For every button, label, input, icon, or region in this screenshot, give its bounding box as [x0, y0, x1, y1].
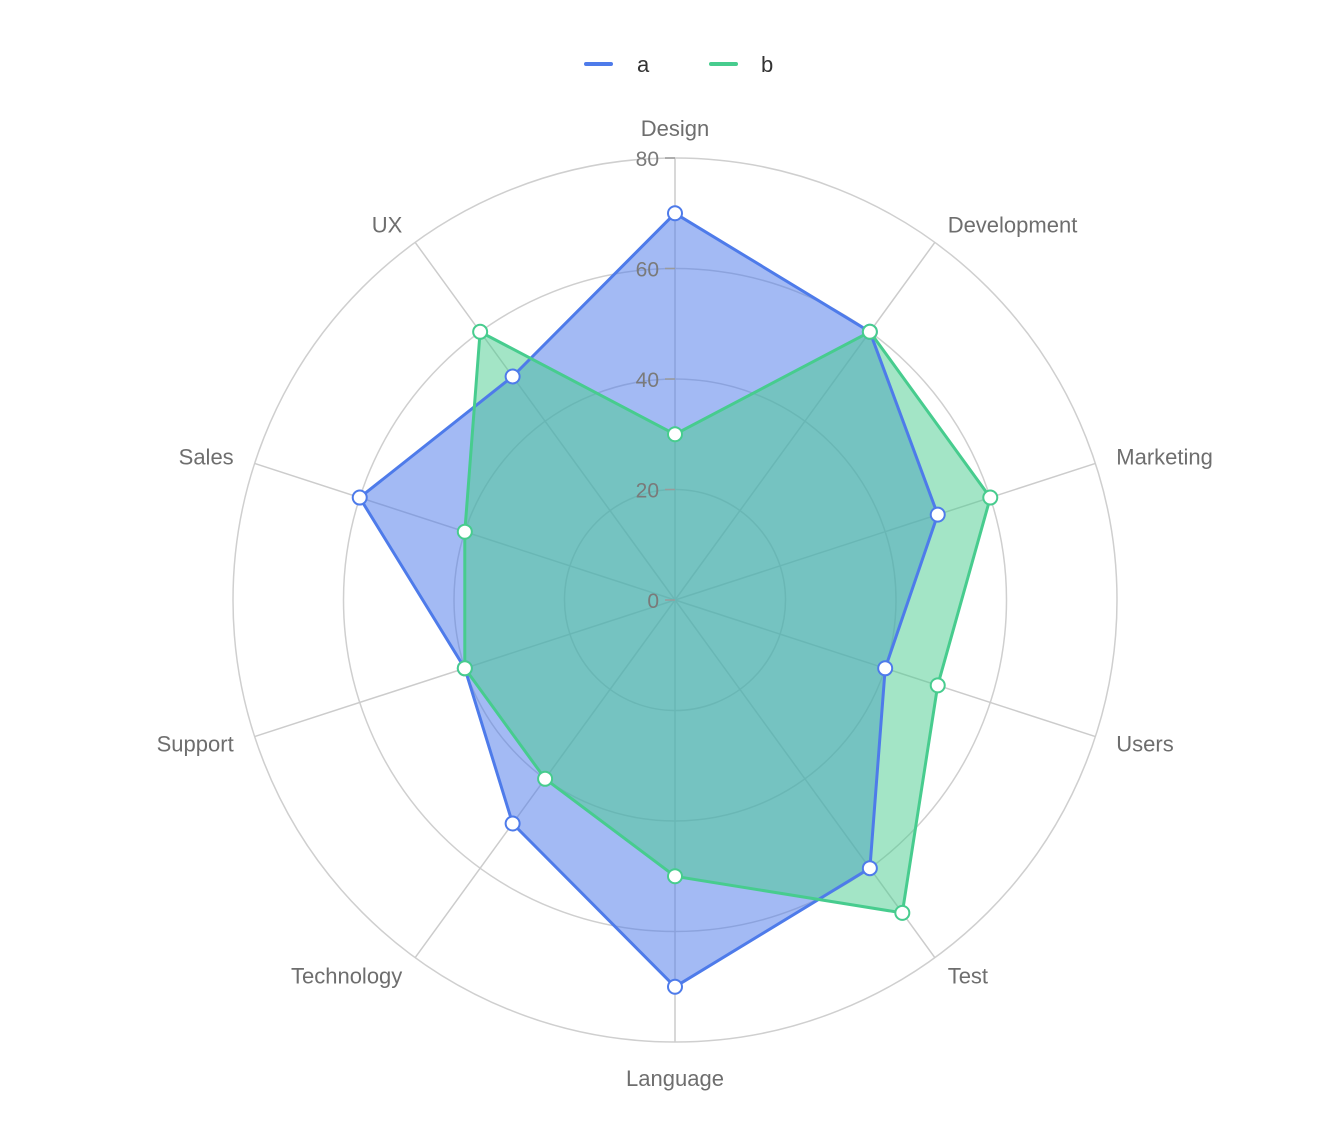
- tick-label-20: 20: [636, 480, 659, 503]
- point-a-technology[interactable]: [504, 815, 521, 832]
- point-b-technology[interactable]: [537, 770, 554, 787]
- point-a-sales[interactable]: [351, 489, 368, 506]
- point-a-users[interactable]: [877, 660, 894, 677]
- point-b-development[interactable]: [861, 323, 878, 340]
- series-area-b: [464, 331, 991, 913]
- radar-tick-labels: 0 20 40 60 80: [636, 148, 675, 613]
- indicator-label-language: Language: [626, 1066, 724, 1091]
- point-a-language[interactable]: [667, 978, 683, 995]
- point-b-users[interactable]: [929, 677, 946, 694]
- point-a-ux[interactable]: [504, 368, 521, 385]
- indicator-label-test: Test: [948, 963, 988, 988]
- indicator-label-technology: Technology: [291, 963, 402, 988]
- indicator-label-ux: UX: [372, 213, 403, 238]
- indicator-label-users: Users: [1116, 731, 1173, 756]
- legend[interactable]: a b: [584, 52, 773, 77]
- point-a-marketing[interactable]: [929, 506, 946, 523]
- legend-label-a: a: [637, 52, 650, 77]
- point-b-ux[interactable]: [472, 323, 489, 340]
- tick-label-80: 80: [636, 148, 659, 171]
- tick-label-0: 0: [647, 590, 659, 613]
- point-b-marketing[interactable]: [982, 489, 999, 506]
- tick-label-60: 60: [636, 259, 659, 282]
- tick-label-40: 40: [636, 369, 659, 392]
- indicator-label-development: Development: [948, 213, 1078, 238]
- legend-item-b[interactable]: b: [709, 52, 773, 77]
- indicator-label-support: Support: [157, 731, 234, 756]
- point-b-language[interactable]: [667, 868, 683, 885]
- point-a-test[interactable]: [861, 860, 878, 877]
- point-b-sales[interactable]: [456, 523, 473, 540]
- point-b-test[interactable]: [894, 904, 911, 921]
- radar-series: [351, 205, 999, 995]
- point-b-support[interactable]: [456, 660, 473, 677]
- point-a-design[interactable]: [667, 205, 683, 222]
- radar-indicator-labels: Design Development Marketing Users Test Langu…: [157, 116, 1213, 1091]
- point-b-design[interactable]: [667, 426, 683, 443]
- indicator-label-marketing: Marketing: [1116, 445, 1213, 470]
- indicator-label-design: Design: [641, 116, 709, 141]
- legend-item-a[interactable]: a: [584, 52, 650, 77]
- legend-label-b: b: [761, 52, 773, 77]
- indicator-label-sales: Sales: [179, 445, 234, 470]
